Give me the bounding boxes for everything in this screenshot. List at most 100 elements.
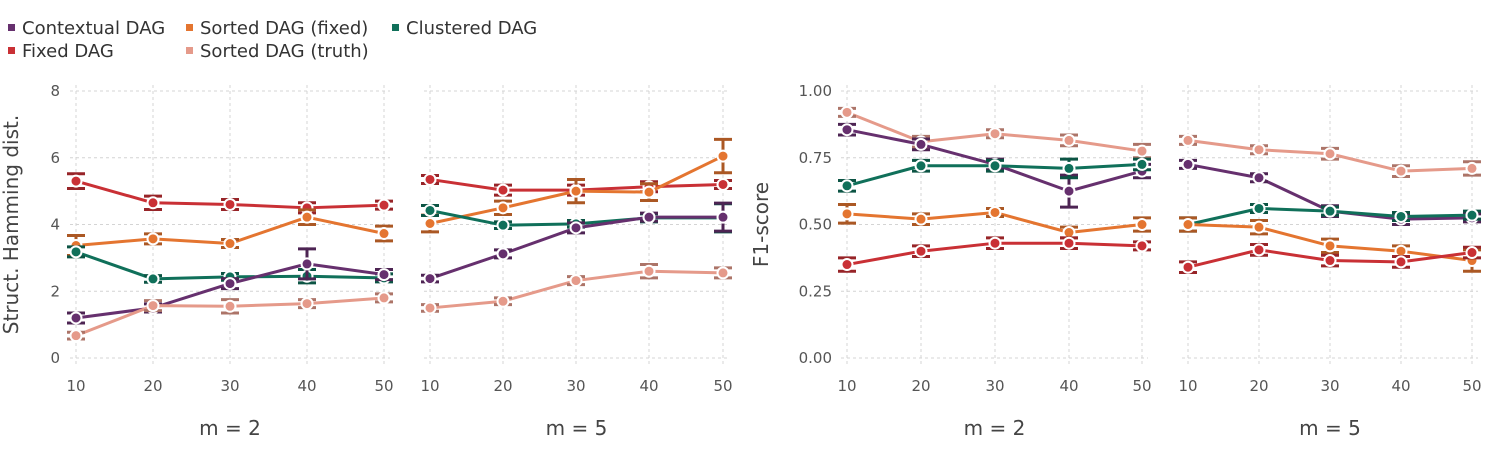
data-point: [146, 299, 160, 313]
series-clustered-dag: [1179, 201, 1481, 233]
data-point: [1181, 133, 1195, 147]
data-point: [1135, 239, 1149, 253]
legend-label: Sorted DAG (fixed): [200, 18, 368, 39]
data-point: [840, 123, 854, 137]
y-tick-label: 4: [50, 216, 60, 234]
data-point: [377, 227, 391, 241]
x-tick-label: 50: [713, 377, 732, 395]
y-tick-label: 8: [50, 82, 60, 100]
data-point: [716, 210, 730, 224]
data-point: [569, 221, 583, 235]
data-point: [377, 268, 391, 282]
data-point: [988, 127, 1002, 141]
data-point: [423, 203, 437, 217]
data-point: [223, 277, 237, 291]
x-tick-label: 40: [1391, 377, 1410, 395]
legend-label: Clustered DAG: [406, 18, 537, 39]
x-tick-label: 10: [837, 377, 856, 395]
data-point: [840, 258, 854, 272]
x-tick-label: 20: [493, 377, 512, 395]
series-clustered-dag: [838, 157, 1151, 193]
data-point: [1252, 201, 1266, 215]
x-tick-label: 40: [297, 377, 316, 395]
series-fixed-dag: [67, 172, 393, 215]
data-point: [146, 272, 160, 286]
x-tick-label: 20: [143, 377, 162, 395]
data-point: [496, 218, 510, 232]
legend-item-clustered-dag: Clustered DAG: [392, 18, 537, 39]
data-point: [69, 174, 83, 188]
series-sorted-dag-truth: [1179, 133, 1481, 178]
data-point: [1252, 243, 1266, 257]
data-point: [1323, 254, 1337, 268]
data-point: [988, 205, 1002, 219]
data-point: [423, 172, 437, 186]
data-point: [1181, 157, 1195, 171]
data-point: [1465, 161, 1479, 175]
data-point: [69, 329, 83, 343]
data-point: [716, 177, 730, 191]
data-point: [223, 197, 237, 211]
x-axis-title: m = 2: [964, 416, 1026, 440]
data-point: [1394, 255, 1408, 269]
legend-swatch: [392, 24, 399, 31]
data-point: [1062, 236, 1076, 250]
data-point: [840, 207, 854, 221]
data-point: [223, 299, 237, 313]
legend-item-contextual-dag: Contextual DAG: [8, 18, 165, 39]
y-tick-label: 0: [50, 349, 60, 367]
data-point: [377, 198, 391, 212]
data-point: [1135, 218, 1149, 231]
x-tick-label: 40: [1059, 377, 1078, 395]
data-point: [146, 196, 160, 210]
legend-label: Sorted DAG (truth): [200, 41, 369, 62]
data-point: [69, 245, 83, 259]
y-tick-label: 1.00: [799, 82, 832, 100]
data-point: [300, 257, 314, 271]
x-tick-label: 10: [420, 377, 439, 395]
data-point: [1062, 133, 1076, 147]
data-point: [1465, 246, 1479, 260]
data-point: [840, 179, 854, 193]
data-point: [496, 183, 510, 197]
x-tick-label: 30: [566, 377, 585, 395]
data-point: [642, 210, 656, 224]
x-tick-label: 30: [1320, 377, 1339, 395]
series-sorted-dag-fixed: [67, 208, 393, 258]
series-sorted-dag-truth: [67, 291, 393, 343]
data-point: [1252, 143, 1266, 157]
data-point: [914, 137, 928, 151]
data-point: [223, 237, 237, 251]
series-sorted-dag-fixed: [838, 202, 1151, 240]
y-tick-label: 0.25: [799, 282, 832, 300]
data-point: [569, 184, 583, 198]
data-point: [1135, 144, 1149, 158]
data-point: [1135, 157, 1149, 171]
data-point: [69, 311, 83, 325]
data-point: [840, 105, 854, 119]
data-point: [988, 236, 1002, 250]
y-axis-title: Struct. Hamming dist.: [0, 115, 23, 334]
data-point: [1181, 260, 1195, 274]
chart-panel-4: 10 20 30 40 50 m = 5: [1178, 85, 1482, 440]
data-point: [146, 232, 160, 246]
data-point: [496, 201, 510, 215]
x-tick-label: 50: [1132, 377, 1151, 395]
series-contextual-dag: [421, 201, 732, 286]
data-point: [1252, 220, 1266, 234]
data-point: [423, 301, 437, 315]
data-point: [716, 266, 730, 280]
legend-item-sorted-dag-truth: Sorted DAG (truth): [186, 41, 369, 62]
data-point: [1323, 239, 1337, 253]
series-fixed-dag: [1179, 243, 1481, 275]
data-point: [300, 297, 314, 311]
x-tick-label: 20: [1249, 377, 1268, 395]
data-point: [300, 210, 314, 224]
x-axis-title: m = 5: [546, 416, 608, 440]
legend-item-sorted-dag-fixed: Sorted DAG (fixed): [186, 18, 368, 39]
data-point: [1394, 209, 1408, 223]
series-fixed-dag: [838, 236, 1151, 273]
legend-swatch: [8, 47, 15, 54]
x-tick-label: 40: [639, 377, 658, 395]
